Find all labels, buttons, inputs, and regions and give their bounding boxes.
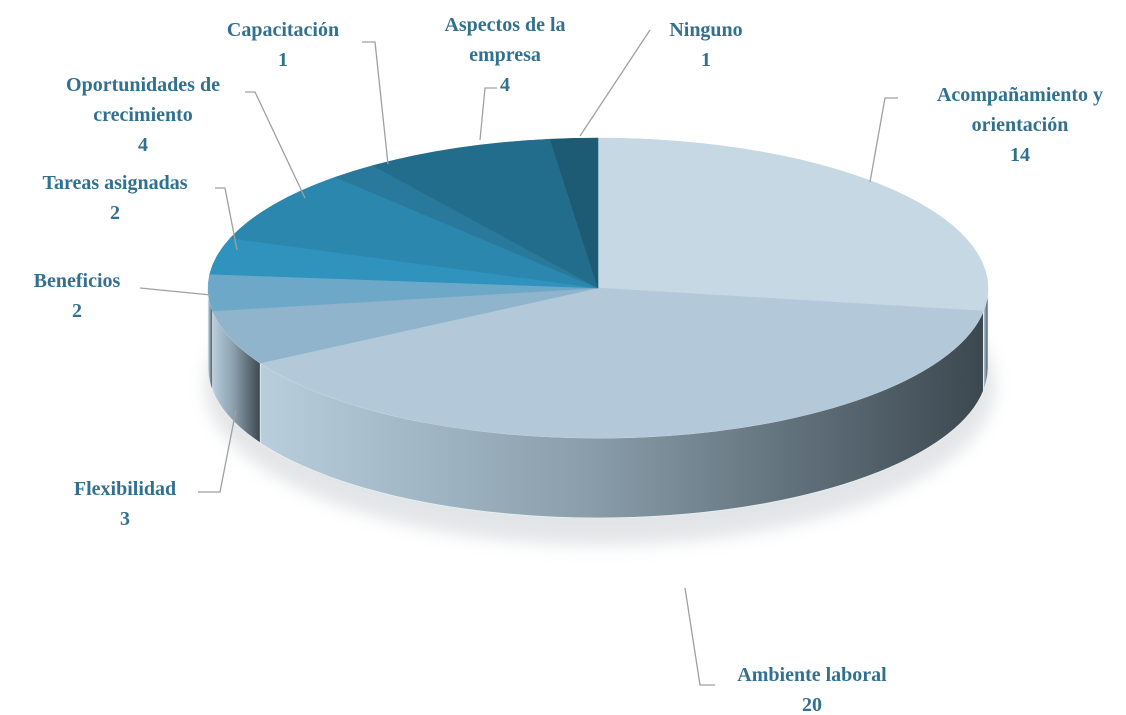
- leader-line: [215, 187, 238, 251]
- leader-line: [579, 29, 651, 137]
- category-label: Acompañamiento y orientación: [936, 84, 1104, 136]
- category-label: Ninguno: [669, 19, 743, 41]
- data-label: Ninguno 1: [631, 15, 781, 75]
- value-label: 20: [802, 694, 822, 715]
- leader-line: [198, 409, 237, 493]
- slice: [549, 137, 599, 289]
- leader-line: [362, 41, 389, 165]
- value-label: 14: [1010, 144, 1030, 166]
- category-label: Ambiente laboral: [737, 664, 887, 686]
- category-label: Aspectos de la empresa: [444, 14, 566, 66]
- value-label: 4: [138, 134, 148, 156]
- data-label: Beneficios 2: [0, 266, 177, 326]
- category-label: Tareas asignadas: [42, 172, 188, 194]
- slice: [259, 287, 984, 439]
- value-label: 2: [72, 300, 82, 322]
- value-label: 2: [110, 202, 120, 224]
- value-label: 3: [120, 508, 130, 530]
- data-label: Tareas asignadas 2: [0, 168, 230, 228]
- value-label: 1: [701, 49, 711, 71]
- data-label: Aspectos de la empresa 4: [418, 10, 593, 100]
- data-label: Flexibilidad 3: [25, 474, 225, 534]
- leader-line: [479, 87, 497, 141]
- category-label: Beneficios: [33, 270, 121, 292]
- leader-line: [869, 97, 898, 183]
- leader-line: [139, 287, 212, 296]
- data-label: Capacitación 1: [183, 15, 383, 75]
- data-label: Oportunidades de crecimiento 4: [26, 70, 261, 160]
- value-label: 4: [500, 74, 510, 96]
- slice: [212, 287, 599, 364]
- category-label: Oportunidades de crecimiento: [66, 74, 220, 126]
- value-label: 1: [278, 49, 288, 71]
- category-label: Flexibilidad: [73, 478, 177, 500]
- data-label: Ambiente laboral 20: [687, 660, 937, 715]
- category-label: Capacitación: [226, 19, 340, 41]
- data-label: Acompañamiento y orientación 14: [895, 80, 1126, 170]
- leader-line: [684, 587, 715, 686]
- leader-line: [245, 91, 306, 199]
- slice: [372, 138, 599, 289]
- slice: [597, 137, 989, 312]
